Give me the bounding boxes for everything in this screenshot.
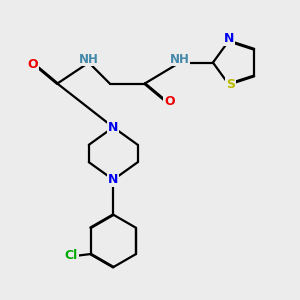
Text: NH: NH bbox=[170, 52, 190, 66]
Text: Cl: Cl bbox=[65, 249, 78, 262]
Text: N: N bbox=[108, 121, 119, 134]
Text: O: O bbox=[28, 58, 38, 71]
Text: S: S bbox=[226, 78, 235, 91]
Text: O: O bbox=[164, 94, 175, 107]
Text: N: N bbox=[108, 173, 119, 186]
Text: NH: NH bbox=[79, 52, 99, 66]
Text: N: N bbox=[224, 32, 234, 45]
